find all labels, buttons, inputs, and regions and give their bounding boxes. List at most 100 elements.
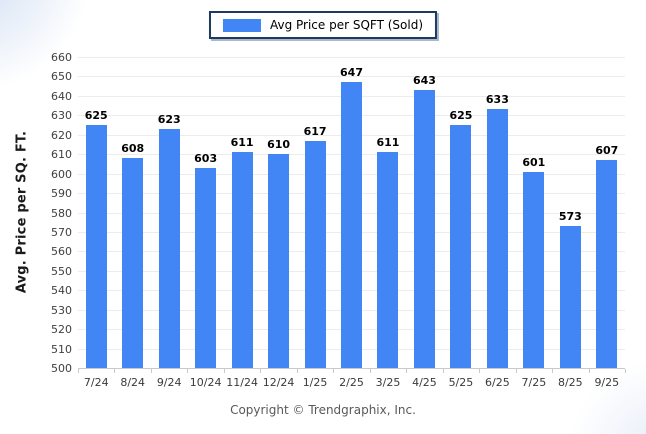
bar-value-label: 610 xyxy=(267,138,291,152)
x-tick-mark xyxy=(625,369,626,373)
y-tick-label: 600 xyxy=(51,167,72,181)
y-tick-label: 630 xyxy=(51,109,72,123)
y-tick-label: 590 xyxy=(51,187,72,201)
y-tick-label: 530 xyxy=(51,303,72,317)
bar-value-label: 643 xyxy=(412,74,436,88)
bar-slot: 608 xyxy=(114,57,150,368)
x-tick-label: 9/25 xyxy=(594,376,620,389)
x-tick-label: 10/24 xyxy=(189,376,222,389)
bar-value-label: 633 xyxy=(485,93,509,107)
bar-slot: 625 xyxy=(443,57,479,368)
legend-swatch-icon xyxy=(222,18,261,32)
x-tick-mark xyxy=(187,369,189,373)
bar-series: 625 608 623 603 611 610 617 647 611 643 625 633 601 5… xyxy=(78,57,625,368)
y-tick-label: 640 xyxy=(51,89,72,103)
bar-value-label: 623 xyxy=(157,112,181,126)
x-tick-mark xyxy=(479,369,481,373)
x-axis-ticks xyxy=(78,368,626,373)
x-tick-label: 12/24 xyxy=(262,376,295,389)
bar-slot: 573 xyxy=(552,57,588,368)
y-tick-label: 520 xyxy=(51,323,72,337)
bar-value-label: 573 xyxy=(558,210,582,224)
y-tick-label: 500 xyxy=(51,362,72,375)
bar-slot: 625 xyxy=(78,57,114,368)
y-tick-label: 550 xyxy=(51,264,72,278)
y-tick-label: 510 xyxy=(51,342,72,356)
bar-slot: 623 xyxy=(151,57,187,368)
bar-value-label: 625 xyxy=(84,109,108,123)
bar-10/24 xyxy=(195,167,217,368)
x-tick-mark xyxy=(515,369,517,373)
x-tick-label: 3/25 xyxy=(375,376,401,389)
bar-slot: 610 xyxy=(260,57,296,368)
bar-2/25 xyxy=(341,82,363,368)
x-tick-mark xyxy=(369,369,371,373)
bar-8/25 xyxy=(559,226,581,368)
gridline xyxy=(78,76,625,78)
bar-slot: 611 xyxy=(370,57,406,368)
bar-value-label: 608 xyxy=(121,142,145,156)
legend-label: Avg Price per SQFT (Sold) xyxy=(269,18,424,32)
plot-area: 625 608 623 603 611 610 617 647 611 643 625 633 601 5… xyxy=(78,57,626,389)
bar-slot: 643 xyxy=(406,57,442,368)
y-tick-label: 610 xyxy=(51,148,72,162)
y-tick-label: 620 xyxy=(51,128,72,142)
x-tick-label: 7/24 xyxy=(83,376,109,389)
x-tick-mark xyxy=(78,369,79,373)
bar-slot: 647 xyxy=(333,57,369,368)
y-tick-label: 580 xyxy=(51,206,72,220)
bar-slot: 611 xyxy=(224,57,260,368)
bar-slot: 607 xyxy=(589,57,625,368)
x-tick-mark xyxy=(552,369,554,373)
x-tick-mark xyxy=(296,369,298,373)
copyright-text: Copyright © Trendgraphix, Inc. xyxy=(230,403,416,417)
bar-value-label: 611 xyxy=(230,136,254,150)
x-tick-label: 5/25 xyxy=(448,376,474,389)
bar-7/24 xyxy=(85,125,107,368)
bar-value-label: 601 xyxy=(522,155,546,169)
bar-slot: 601 xyxy=(516,57,552,368)
x-tick-mark xyxy=(588,369,590,373)
bar-11/24 xyxy=(231,152,253,368)
x-tick-mark xyxy=(260,369,262,373)
bar-value-label: 617 xyxy=(303,124,327,138)
bar-slot: 617 xyxy=(297,57,333,368)
x-axis-tick-labels: 7/24 8/24 9/24 10/24 11/24 12/24 1/25 2/25 3/25 4… xyxy=(78,376,625,389)
x-tick-mark xyxy=(150,369,152,373)
bar-value-label: 647 xyxy=(340,66,363,80)
x-tick-label: 1/25 xyxy=(302,376,328,389)
bar-9/25 xyxy=(596,160,618,368)
x-tick-label: 2/25 xyxy=(339,376,364,389)
bar-value-label: 607 xyxy=(595,144,619,158)
bar-6/25 xyxy=(486,109,508,368)
y-tick-label: 650 xyxy=(51,70,72,84)
bar-7/25 xyxy=(523,171,545,368)
x-tick-label: 9/24 xyxy=(156,376,182,389)
x-tick-label: 8/24 xyxy=(120,376,146,389)
y-tick-label: 560 xyxy=(51,245,72,259)
bar-value-label: 611 xyxy=(376,136,400,150)
bar-8/24 xyxy=(122,158,144,368)
y-tick-label: 660 xyxy=(51,51,72,64)
bar-value-label: 603 xyxy=(194,151,218,165)
y-tick-label: 540 xyxy=(51,284,72,298)
bar-slot: 633 xyxy=(479,57,515,368)
chart-legend: Avg Price per SQFT (Sold) xyxy=(208,11,438,39)
x-tick-label: 8/25 xyxy=(557,376,583,389)
bar-3/25 xyxy=(377,152,399,368)
y-tick-label: 570 xyxy=(51,225,72,239)
y-axis-title: Avg. Price per SQ. FT. xyxy=(14,130,30,294)
bar-5/25 xyxy=(450,125,472,368)
bar-4/25 xyxy=(413,90,435,368)
x-tick-label: 11/24 xyxy=(226,376,258,389)
x-tick-mark xyxy=(333,369,335,373)
x-tick-mark xyxy=(114,369,116,373)
x-tick-label: 7/25 xyxy=(521,376,547,389)
bar-9/24 xyxy=(158,128,180,368)
bar-slot: 603 xyxy=(187,57,223,368)
x-tick-mark xyxy=(223,369,225,373)
x-tick-label: 6/25 xyxy=(485,376,510,389)
bar-1/25 xyxy=(304,140,326,368)
x-tick-label: 4/25 xyxy=(412,376,437,389)
